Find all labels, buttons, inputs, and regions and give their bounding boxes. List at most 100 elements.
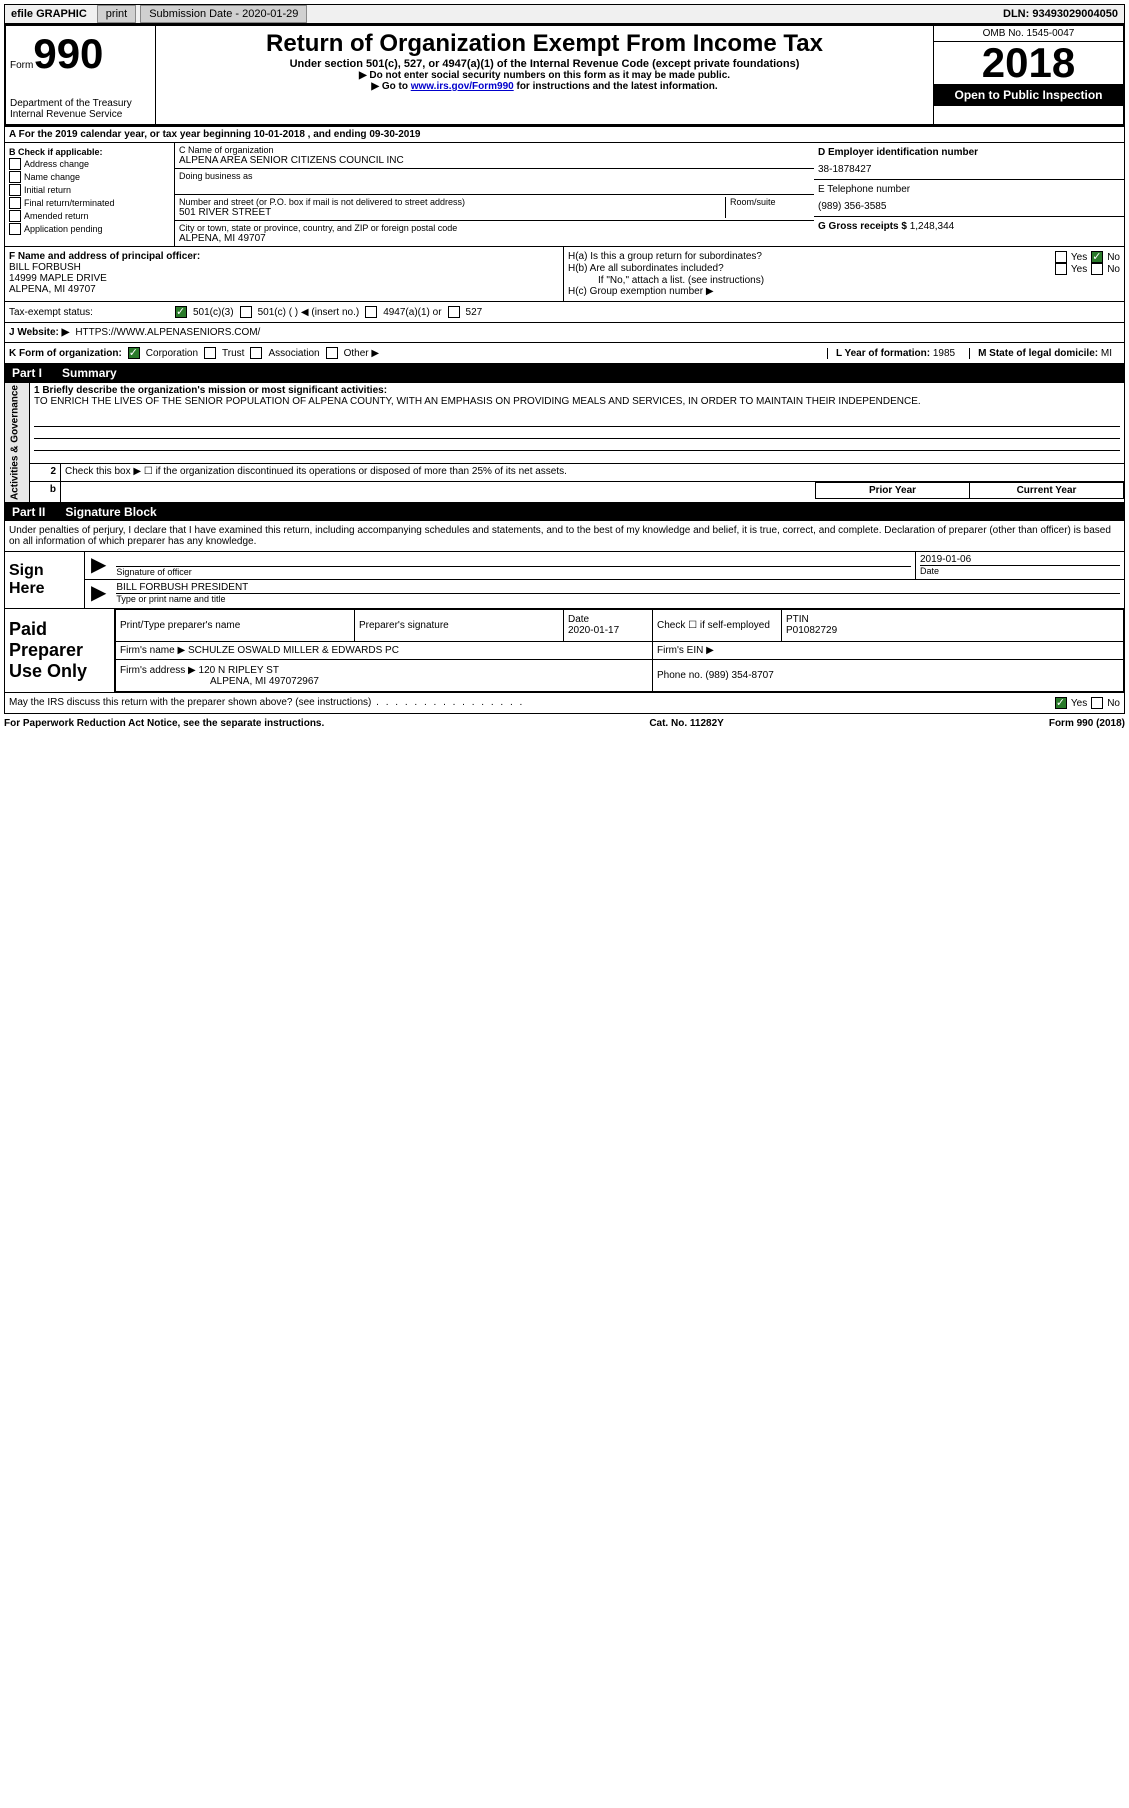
officer-info: F Name and address of principal officer:… <box>5 247 564 301</box>
discuss-row: May the IRS discuss this return with the… <box>4 693 1125 714</box>
org-name: ALPENA AREA SENIOR CITIZENS COUNCIL INC <box>179 155 810 166</box>
header-right: OMB No. 1545-0047 2018 Open to Public In… <box>933 26 1123 124</box>
initial-return-checkbox[interactable] <box>9 184 21 196</box>
city-label: City or town, state or province, country… <box>179 223 810 233</box>
print-button[interactable]: print <box>97 5 136 23</box>
4947-label: 4947(a)(1) or <box>383 307 441 318</box>
trust-checkbox[interactable] <box>204 347 216 359</box>
amended-return-label: Amended return <box>24 211 89 221</box>
501c3-label: 501(c)(3) <box>193 307 234 318</box>
application-pending-label: Application pending <box>24 224 103 234</box>
form-prefix: Form <box>10 60 33 71</box>
firm-addr1: 120 N RIPLEY ST <box>199 665 279 676</box>
section-a-year: A For the 2019 calendar year, or tax yea… <box>4 126 1125 143</box>
ptin-value: P01082729 <box>786 625 837 636</box>
part2-title: Signature Block <box>65 505 156 519</box>
hb-no-checkbox[interactable] <box>1091 263 1103 275</box>
irs-link[interactable]: www.irs.gov/Form990 <box>411 81 514 92</box>
gross-label: G Gross receipts $ <box>818 221 907 232</box>
prep-check-label: Check ☐ if self-employed <box>653 610 782 642</box>
date-label: Date <box>920 565 1120 576</box>
discuss-yes-checkbox[interactable] <box>1055 697 1067 709</box>
declaration-text: Under penalties of perjury, I declare th… <box>4 521 1125 552</box>
dln-label: DLN: 93493029004050 <box>997 6 1124 22</box>
domicile-label: M State of legal domicile: <box>978 348 1098 359</box>
note2-pre: ▶ Go to <box>371 81 410 92</box>
sign-here-label: Sign Here <box>5 552 85 608</box>
phone-label: E Telephone number <box>818 184 1120 195</box>
trust-label: Trust <box>222 348 244 359</box>
part1-label: Part I <box>12 366 42 380</box>
officer-addr2: ALPENA, MI 49707 <box>9 284 559 295</box>
discuss-no-checkbox[interactable] <box>1091 697 1103 709</box>
hb-label: H(b) Are all subordinates included? <box>568 263 724 275</box>
governance-sidebar: Activities & Governance <box>5 383 30 503</box>
4947-checkbox[interactable] <box>365 306 377 318</box>
year-formation-value: 1985 <box>933 348 955 359</box>
paperwork-notice: For Paperwork Reduction Act Notice, see … <box>4 718 324 729</box>
form-title: Return of Organization Exempt From Incom… <box>160 30 929 58</box>
summary-table: Activities & Governance 1 Briefly descri… <box>4 382 1125 503</box>
officer-h-section: F Name and address of principal officer:… <box>4 247 1125 302</box>
page-footer: For Paperwork Reduction Act Notice, see … <box>4 714 1125 733</box>
tax-status-label: Tax-exempt status: <box>9 307 169 318</box>
discuss-yes-label: Yes <box>1071 698 1087 709</box>
other-checkbox[interactable] <box>326 347 338 359</box>
ssn-note: ▶ Do not enter social security numbers o… <box>160 70 929 81</box>
address-change-checkbox[interactable] <box>9 158 21 170</box>
officer-name: BILL FORBUSH <box>9 262 559 273</box>
prior-year-header: Prior Year <box>816 483 970 499</box>
public-inspection: Open to Public Inspection <box>934 84 1123 106</box>
association-checkbox[interactable] <box>250 347 262 359</box>
current-year-header: Current Year <box>970 483 1124 499</box>
sign-arrow-icon: ▶ <box>85 552 112 579</box>
hb-yes-checkbox[interactable] <box>1055 263 1067 275</box>
ha-no-checkbox[interactable] <box>1091 251 1103 263</box>
form-org-label: K Form of organization: <box>9 348 122 359</box>
name-title-label: Type or print name and title <box>116 593 1120 604</box>
name-label: C Name of organization <box>179 145 810 155</box>
ha-yes-checkbox[interactable] <box>1055 251 1067 263</box>
officer-addr1: 14999 MAPLE DRIVE <box>9 273 559 284</box>
mission-text: TO ENRICH THE LIVES OF THE SENIOR POPULA… <box>34 396 1120 407</box>
submission-date-button[interactable]: Submission Date - 2020-01-29 <box>140 5 307 23</box>
mission-label: 1 Briefly describe the organization's mi… <box>34 385 1120 396</box>
firm-addr-label: Firm's address ▶ <box>120 665 196 676</box>
part2-label: Part II <box>12 505 45 519</box>
signer-name: BILL FORBUSH PRESIDENT <box>116 582 1120 593</box>
ein-label: D Employer identification number <box>818 147 1120 158</box>
discuss-no-label: No <box>1107 698 1120 709</box>
name-change-checkbox[interactable] <box>9 171 21 183</box>
prep-sig-label: Preparer's signature <box>355 610 564 642</box>
tax-year: 2018 <box>934 42 1123 84</box>
part1-header: Part I Summary <box>4 364 1125 382</box>
hc-label: H(c) Group exemption number ▶ <box>568 286 1120 297</box>
part1-title: Summary <box>62 366 117 380</box>
column-d: D Employer identification number 38-1878… <box>814 143 1124 246</box>
prep-date-label: Date <box>568 614 589 625</box>
line2-num: 2 <box>30 464 61 482</box>
501c-checkbox[interactable] <box>240 306 252 318</box>
527-checkbox[interactable] <box>448 306 460 318</box>
info-grid: B Check if applicable: Address change Na… <box>4 143 1125 247</box>
dept-treasury: Department of the Treasury <box>10 98 151 109</box>
form-org-row: K Form of organization: Corporation Trus… <box>4 343 1125 364</box>
application-pending-checkbox[interactable] <box>9 223 21 235</box>
corporation-checkbox[interactable] <box>128 347 140 359</box>
form-number: 990 <box>33 30 103 77</box>
form-subtitle: Under section 501(c), 527, or 4947(a)(1)… <box>160 58 929 70</box>
ha-label: H(a) Is this a group return for subordin… <box>568 251 762 263</box>
header-center: Return of Organization Exempt From Incom… <box>156 26 933 124</box>
501c-label: 501(c) ( ) ◀ (insert no.) <box>258 307 360 318</box>
amended-return-checkbox[interactable] <box>9 210 21 222</box>
other-label: Other ▶ <box>344 348 379 359</box>
final-return-checkbox[interactable] <box>9 197 21 209</box>
dba-label: Doing business as <box>179 171 810 181</box>
501c3-checkbox[interactable] <box>175 306 187 318</box>
col-b-header: B Check if applicable: <box>9 147 170 157</box>
part2-header: Part II Signature Block <box>4 503 1125 521</box>
tax-status-row: Tax-exempt status: 501(c)(3) 501(c) ( ) … <box>4 302 1125 323</box>
efile-label: efile GRAPHIC <box>5 6 93 22</box>
website-row: J Website: ▶ HTTPS://WWW.ALPENASENIORS.C… <box>4 323 1125 343</box>
top-toolbar: efile GRAPHIC print Submission Date - 20… <box>4 4 1125 24</box>
